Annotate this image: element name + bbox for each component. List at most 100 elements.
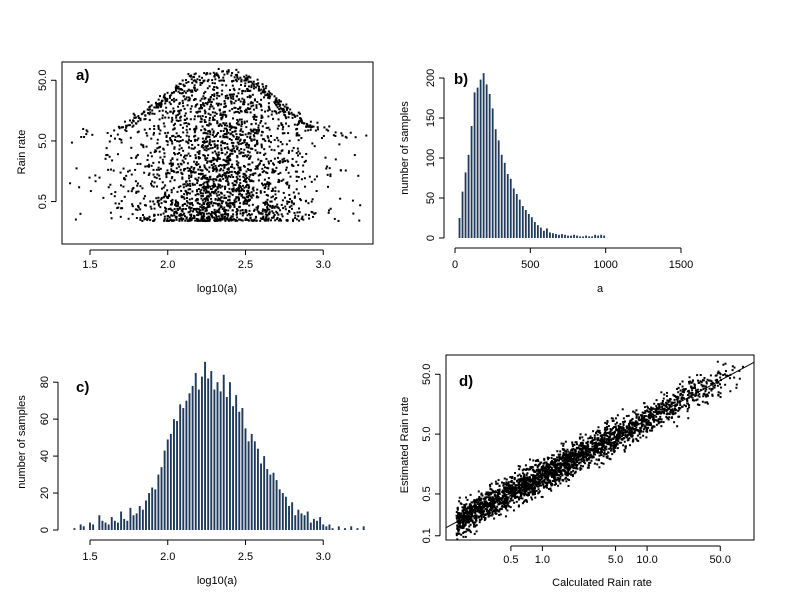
panel-a-point — [208, 205, 211, 208]
panel-a-point — [238, 152, 241, 155]
panel-d-point — [537, 488, 540, 491]
panel-c-bar — [154, 489, 157, 530]
panel-a-point — [235, 200, 238, 203]
panel-a-point — [231, 80, 234, 83]
panel-a-point — [118, 127, 121, 130]
panel-a-point — [310, 125, 313, 128]
panel-d-point — [489, 488, 492, 491]
panel-a-point — [187, 135, 190, 138]
panel-d-point — [545, 461, 548, 464]
panel-d-point — [668, 413, 671, 416]
panel-d-point — [515, 500, 518, 503]
panel-a-point — [245, 218, 248, 221]
panel-a-point — [228, 93, 231, 96]
panel-a-point — [254, 86, 257, 89]
panel-a-point — [173, 170, 176, 173]
panel-a-point — [257, 158, 260, 161]
panel-c-bar — [235, 395, 238, 530]
panel-a-point — [182, 131, 185, 134]
panel-a-point — [163, 217, 166, 220]
panel-a-point — [193, 135, 196, 138]
panel-a-point — [204, 128, 207, 131]
panel-d-point — [478, 503, 481, 506]
panel-a-point — [197, 168, 200, 171]
panel-d-point — [577, 456, 580, 459]
panel-a-point — [267, 136, 270, 139]
panel-a-point — [118, 202, 121, 205]
panel-d-point — [717, 391, 720, 394]
panel-a-point — [204, 157, 207, 160]
panel-a-point — [221, 164, 224, 167]
panel-d-point — [578, 452, 581, 455]
panel-a-point — [281, 143, 284, 146]
panel-a-point — [178, 165, 181, 168]
panel-a-point — [267, 115, 270, 118]
panel-d-point — [565, 457, 568, 460]
panel-a-point — [127, 170, 130, 173]
panel-d-point — [607, 451, 610, 454]
panel-a-point — [280, 203, 283, 206]
panel-a-point — [240, 83, 243, 86]
panel-d-point — [496, 482, 499, 485]
panel-a-point — [183, 107, 186, 110]
panel-d-point — [665, 405, 668, 408]
panel-a-point — [244, 202, 247, 205]
panel-d-point — [460, 533, 463, 536]
panel-a-point — [237, 199, 240, 202]
panel-a-point — [334, 134, 337, 137]
panel-a-point — [211, 140, 214, 143]
panel-d-point — [462, 535, 465, 538]
panel-d-point — [488, 508, 491, 511]
panel-a-point — [206, 199, 209, 202]
panel-a-point — [117, 125, 120, 128]
panel-a-point — [211, 216, 214, 219]
panel-c-bar — [113, 520, 116, 530]
panel-a-point — [144, 204, 147, 207]
panel-a-point — [153, 203, 156, 206]
panel-a-point — [201, 186, 204, 189]
panel-a-point — [235, 163, 238, 166]
panel-d-point — [586, 440, 589, 443]
panel-a-point — [236, 148, 239, 151]
panel-c-bar — [288, 505, 290, 530]
panel-a-y-tick-label: 0.5 — [37, 194, 49, 209]
panel-b-bar — [579, 236, 581, 238]
panel-a-point — [266, 166, 269, 169]
panel-d-point — [710, 389, 713, 392]
panel-b-y-tick-label: 100 — [425, 149, 437, 167]
panel-d-point — [655, 409, 658, 412]
panel-d-point — [634, 429, 637, 432]
panel-a-point — [301, 215, 304, 218]
panel-b-ylabel: number of samples — [399, 101, 411, 195]
panel-a-point — [211, 166, 214, 169]
panel-a-point — [241, 92, 244, 95]
panel-a-point — [157, 126, 160, 129]
panel-a-point — [143, 128, 146, 131]
panel-a-point — [181, 204, 184, 207]
panel-a-point — [191, 197, 194, 200]
panel-a-point — [167, 208, 170, 211]
panel-d-point — [516, 474, 519, 477]
panel-a-point — [214, 210, 217, 213]
panel-a-point — [224, 153, 227, 156]
panel-a-point — [184, 91, 187, 94]
panel-a-point — [277, 152, 280, 155]
panel-a-point — [237, 170, 240, 173]
panel-d-point — [534, 464, 537, 467]
panel-a-point — [203, 104, 206, 107]
panel-a-point — [334, 131, 337, 134]
panel-a-point — [196, 88, 199, 91]
panel-d-point — [491, 489, 494, 492]
panel-d-point — [696, 398, 699, 401]
panel-a-point — [222, 76, 225, 79]
panel-a-point — [208, 117, 211, 120]
panel-a-point — [199, 205, 202, 208]
panel-a-point — [183, 202, 186, 205]
panel-a-point — [246, 191, 249, 194]
panel-a-point — [216, 120, 219, 123]
panel-a-point — [339, 197, 342, 200]
panel-a-point — [198, 202, 201, 205]
panel-d-point — [579, 464, 582, 467]
panel-a-point — [145, 145, 148, 148]
